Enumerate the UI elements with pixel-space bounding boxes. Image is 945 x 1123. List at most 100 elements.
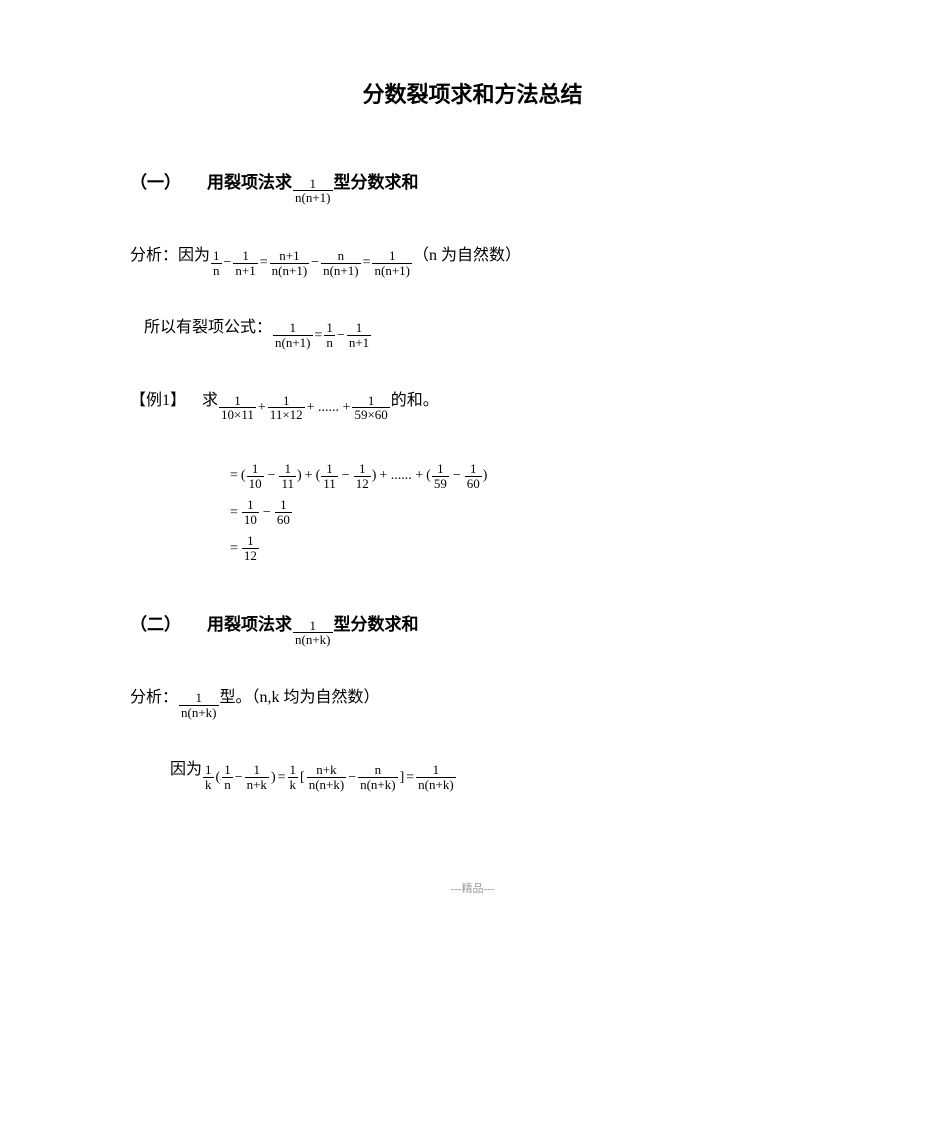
section-1-tail: 型分数求和 <box>334 171 419 195</box>
fn: 1 <box>278 498 289 512</box>
frac-den: n(n+k) <box>293 632 333 647</box>
fn: 1 <box>250 462 261 476</box>
fd: 11 <box>279 476 296 491</box>
fn: 1 <box>232 394 243 408</box>
analysis-1: 分析：因为 1n − 1n+1 = n+1n(n+1) − nn(n+1) = … <box>130 245 815 277</box>
fd: n(n+1) <box>372 263 412 278</box>
paren: ( <box>316 466 321 486</box>
fn: 1 <box>283 462 294 476</box>
fd: 11 <box>321 476 338 491</box>
fd: 59×60 <box>352 407 389 422</box>
paren: ) <box>372 466 377 486</box>
fn: n+k <box>314 763 338 777</box>
minus: − <box>453 466 461 486</box>
analysis-2-frac: 1 n(n+k) <box>179 691 219 719</box>
eq-op: = <box>363 253 371 273</box>
fn: 1 <box>194 691 205 705</box>
fn: 1 <box>240 249 251 263</box>
fn: 1 <box>324 321 335 335</box>
work-line-2: = 110 − 160 <box>230 498 815 526</box>
minus-op: − <box>337 326 345 346</box>
fd: 10 <box>247 476 264 491</box>
example-1: 【例1】 求 110×11 + 111×12 + ...... + 159×60… <box>130 390 815 422</box>
analysis-2: 分析： 1 n(n+k) 型。（n,k 均为自然数） <box>130 687 815 719</box>
frac-num: 1 <box>308 177 319 191</box>
fn: 1 <box>203 763 214 777</box>
paren: ( <box>426 466 431 486</box>
fn: 1 <box>387 249 398 263</box>
work-line-1: = ( 110 − 111 ) + ( 111 − 112 ) + ......… <box>230 462 815 490</box>
fn: 1 <box>435 462 446 476</box>
dots: + ...... + <box>307 398 351 418</box>
section-1-fraction: 1 n(n+1) <box>293 177 333 205</box>
fd: 10 <box>242 512 259 527</box>
eq: = <box>230 539 238 559</box>
section-1-number: （一） <box>130 171 181 195</box>
minus-op: − <box>311 253 319 273</box>
fn: 1 <box>211 249 222 263</box>
fd: 12 <box>354 476 371 491</box>
analysis-2-lead: 分析： <box>130 687 178 709</box>
frac-den: n(n+1) <box>293 190 333 205</box>
fd: 10×11 <box>219 407 256 422</box>
analysis-1-lead: 分析：因为 <box>130 245 210 267</box>
minus: − <box>235 768 243 788</box>
fn: 1 <box>324 462 335 476</box>
example-1-lead: 求 <box>202 390 218 412</box>
section-2-number: （二） <box>130 613 181 637</box>
fn: n+1 <box>277 249 301 263</box>
section-2-heading: （二） 用裂项法求 1 n(n+k) 型分数求和 <box>130 613 815 647</box>
plus: + <box>305 466 313 486</box>
fn: 1 <box>222 763 233 777</box>
fd: k <box>288 777 299 792</box>
fd: 60 <box>465 476 482 491</box>
eq: = <box>278 768 286 788</box>
fn: 1 <box>366 394 377 408</box>
example-1-tail: 的和。 <box>391 390 439 412</box>
formula-1-math: 1n(n+1) = 1n − 1n+1 <box>272 321 372 349</box>
page-footer: ---精品--- <box>130 882 815 897</box>
fd: n(n+1) <box>273 335 313 350</box>
page-title: 分数裂项求和方法总结 <box>130 80 815 111</box>
paren: ( <box>241 466 246 486</box>
analysis-1-tail: （n 为自然数） <box>413 245 521 267</box>
fn: 1 <box>468 462 479 476</box>
fd: n(n+k) <box>358 777 398 792</box>
because-2: 因为 1k ( 1n − 1n+k ) = 1k [ n+kn(n+k) − n… <box>170 759 815 791</box>
paren: ) <box>297 466 302 486</box>
fd: 12 <box>242 548 259 563</box>
minus: − <box>263 503 271 523</box>
formula-1-lead: 所以有裂项公式： <box>144 317 272 339</box>
fn: 1 <box>357 462 368 476</box>
fd: 59 <box>432 476 449 491</box>
plus-op: + <box>258 398 266 418</box>
fd: n(n+k) <box>179 705 219 720</box>
section-2-fraction: 1 n(n+k) <box>293 619 333 647</box>
analysis-1-math: 1n − 1n+1 = n+1n(n+1) − nn(n+1) = 1n(n+1… <box>210 249 413 277</box>
example-1-work: = ( 110 − 111 ) + ( 111 − 112 ) + ......… <box>230 462 815 563</box>
section-2-lead: 用裂项法求 <box>207 613 292 637</box>
bracket: ] <box>400 768 405 788</box>
fd: n <box>222 777 233 792</box>
section-1-lead: 用裂项法求 <box>207 171 292 195</box>
example-1-math: 110×11 + 111×12 + ...... + 159×60 <box>218 394 391 422</box>
fd: n(n+1) <box>270 263 310 278</box>
fd: n+k <box>245 777 269 792</box>
minus: − <box>268 466 276 486</box>
paren: ( <box>216 768 221 788</box>
fn: 1 <box>431 763 442 777</box>
fd: n+1 <box>233 263 257 278</box>
fd: n(n+1) <box>321 263 361 278</box>
analysis-2-mid: 型。（n,k 均为自然数） <box>220 687 380 709</box>
eq-op: = <box>315 326 323 346</box>
because-2-lead: 因为 <box>170 759 202 781</box>
frac-num: 1 <box>308 619 319 633</box>
fn: 1 <box>281 394 292 408</box>
eq: = <box>230 503 238 523</box>
fd: n(n+k) <box>307 777 347 792</box>
fd: 60 <box>275 512 292 527</box>
bracket: [ <box>300 768 305 788</box>
paren: ) <box>483 466 488 486</box>
eq-op: = <box>260 253 268 273</box>
formula-1: 所以有裂项公式： 1n(n+1) = 1n − 1n+1 <box>144 317 815 349</box>
